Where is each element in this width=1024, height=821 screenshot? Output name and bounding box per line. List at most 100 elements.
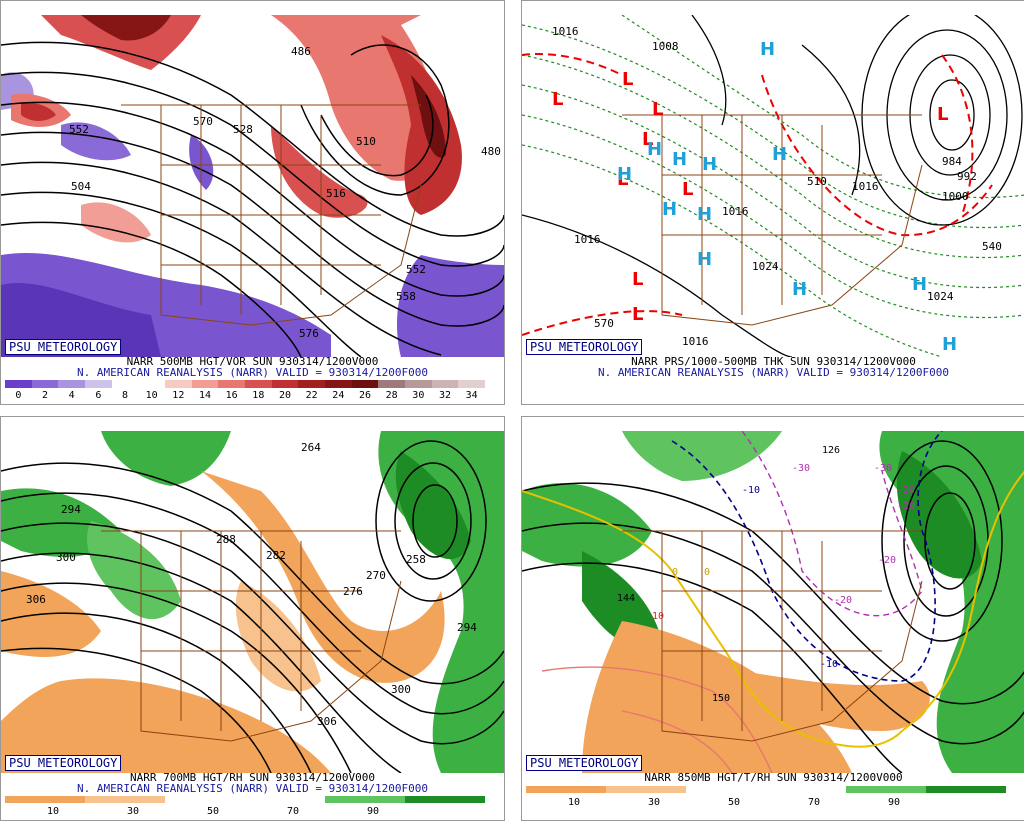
colorbar-tick-label: 28 — [385, 390, 398, 401]
panel-subtitle: N. AMERICAN REANALYSIS (NARR) VALID = 93… — [598, 366, 949, 379]
colorbar-swatch — [138, 380, 166, 388]
contour-label: 294 — [61, 503, 81, 516]
panel-subtitle: N. AMERICAN REANALYSIS (NARR) VALID = 93… — [77, 782, 428, 795]
colorbar-tick-label: 14 — [198, 390, 212, 401]
contour-label: 1008 — [652, 40, 679, 53]
colorbar-tick-label: 30 — [126, 806, 140, 817]
panel-subtitle: N. AMERICAN REANALYSIS (NARR) VALID = 93… — [77, 366, 428, 379]
contour-label: 510 — [356, 135, 376, 148]
contour-label: 540 — [982, 240, 1002, 253]
contour-label: 552 — [406, 263, 426, 276]
colorbar-tick-label: 50 — [727, 797, 741, 808]
contour-label: 576 — [299, 327, 319, 340]
temp-label: 0 — [672, 567, 678, 578]
colorbar-swatch — [458, 380, 486, 388]
colorbar-tick-label: 10 — [145, 390, 158, 401]
panel-title: NARR 500MB HGT/VOR SUN 930314/1200V000 — [126, 355, 379, 368]
temp-label: -20 — [878, 555, 896, 566]
svg-text:L: L — [552, 89, 563, 110]
map-700mb: 264 294 300 306 288 282 276 270 258 300 … — [1, 431, 504, 773]
temp-label: -10 — [820, 659, 838, 670]
colorbar-swatch — [405, 380, 432, 388]
colorbar-swatch — [218, 380, 246, 388]
vorticity-colorbar-labels: 0 2 4 6 8 10 12 14 16 18 20 22 24 26 28 30 32 34 — [5, 390, 485, 402]
svg-text:L: L — [642, 129, 653, 150]
contour-label: 300 — [391, 683, 411, 696]
panel-850mb-t-rh: 126 -30 -30 -20 -20 -20 -20 -10 0 0 10 1… — [521, 416, 1024, 821]
colorbar-swatch — [31, 380, 59, 388]
svg-text:L: L — [937, 104, 948, 125]
colorbar-tick-label: 2 — [41, 390, 48, 401]
contour-label: 1016 — [722, 205, 749, 218]
svg-text:H: H — [672, 149, 687, 170]
svg-text:H: H — [662, 199, 677, 220]
colorbar-tick-label: 22 — [305, 390, 318, 401]
contour-label: 126 — [822, 445, 840, 456]
svg-text:H: H — [697, 204, 712, 225]
colorbar-swatch — [298, 380, 326, 388]
contour-label: 486 — [291, 45, 311, 58]
contour-label: 480 — [481, 145, 501, 158]
panel-title: NARR PRS/1000-500MB THK SUN 930314/1200V… — [631, 355, 916, 368]
rh-colorbar — [5, 796, 485, 803]
temp-label: -20 — [897, 485, 915, 496]
colorbar-tick-label: 32 — [438, 390, 452, 401]
colorbar-swatch — [58, 380, 86, 388]
contour-label: 276 — [343, 585, 363, 598]
svg-text:L: L — [632, 269, 643, 290]
colorbar-swatch — [325, 380, 352, 388]
colorbar-swatch — [378, 380, 406, 388]
colorbar-tick-label: 30 — [412, 390, 425, 401]
vorticity-colorbar — [5, 380, 486, 388]
svg-text:H: H — [912, 274, 927, 295]
colorbar-swatch — [85, 380, 112, 388]
colorbar-tick-label: 90 — [887, 797, 901, 808]
contour-label: 558 — [396, 290, 416, 303]
contour-label: 570 — [193, 115, 213, 128]
colorbar-swatch — [5, 380, 32, 388]
colorbar-swatch — [111, 380, 139, 388]
colorbar-swatch — [245, 380, 272, 388]
colorbar-tick-label: 24 — [332, 390, 345, 401]
panel-700mb-rh: 264 294 300 306 288 282 276 270 258 300 … — [0, 416, 505, 821]
contour-label: 306 — [317, 715, 337, 728]
colorbar-tick-label: 26 — [358, 390, 372, 401]
svg-text:L: L — [682, 179, 693, 200]
contour-label: 1016 — [852, 180, 879, 193]
colorbar-tick-label: 16 — [225, 390, 238, 401]
colorbar-tick-label: 20 — [278, 390, 292, 401]
contour-label: 150 — [712, 693, 730, 704]
svg-text:H: H — [792, 279, 807, 300]
psu-meteorology-label: PSU METEOROLOGY — [526, 339, 643, 355]
svg-text:L: L — [622, 69, 633, 90]
contour-label: 1024 — [752, 260, 779, 273]
contour-label: 1024 — [927, 290, 954, 303]
map-850mb: 126 -30 -30 -20 -20 -20 -20 -10 0 0 10 1… — [522, 431, 1024, 773]
colorbar-tick-label: 18 — [252, 390, 265, 401]
colorbar-swatch — [351, 380, 379, 388]
contour-label: 270 — [366, 569, 386, 582]
panel-500mb-vorticity: 552 504 570 528 516 552 576 486 510 558 … — [0, 0, 505, 405]
contour-label: 984 — [942, 155, 962, 168]
colorbar-tick-label: 10 — [567, 797, 581, 808]
contour-label: 264 — [301, 441, 321, 454]
contour-label: 1000 — [942, 190, 969, 203]
psu-meteorology-label: PSU METEOROLOGY — [5, 339, 122, 355]
temp-label: 0 — [704, 567, 710, 578]
contour-label: 528 — [233, 123, 253, 136]
contour-label: 992 — [957, 170, 977, 183]
temp-label: -30 — [792, 463, 810, 474]
temp-label: 10 — [652, 611, 664, 622]
rh-colorbar — [526, 786, 1006, 793]
temp-label: -20 — [897, 501, 915, 512]
contour-label: 306 — [26, 593, 46, 606]
contour-label: 1016 — [682, 335, 709, 348]
contour-label: 144 — [617, 593, 635, 604]
contour-label: 282 — [266, 549, 286, 562]
svg-text:H: H — [772, 144, 787, 165]
panel-title: NARR 700MB HGT/RH SUN 930314/1200V000 — [129, 771, 376, 784]
svg-text:H: H — [617, 164, 632, 185]
colorbar-tick-label: 0 — [15, 390, 22, 401]
